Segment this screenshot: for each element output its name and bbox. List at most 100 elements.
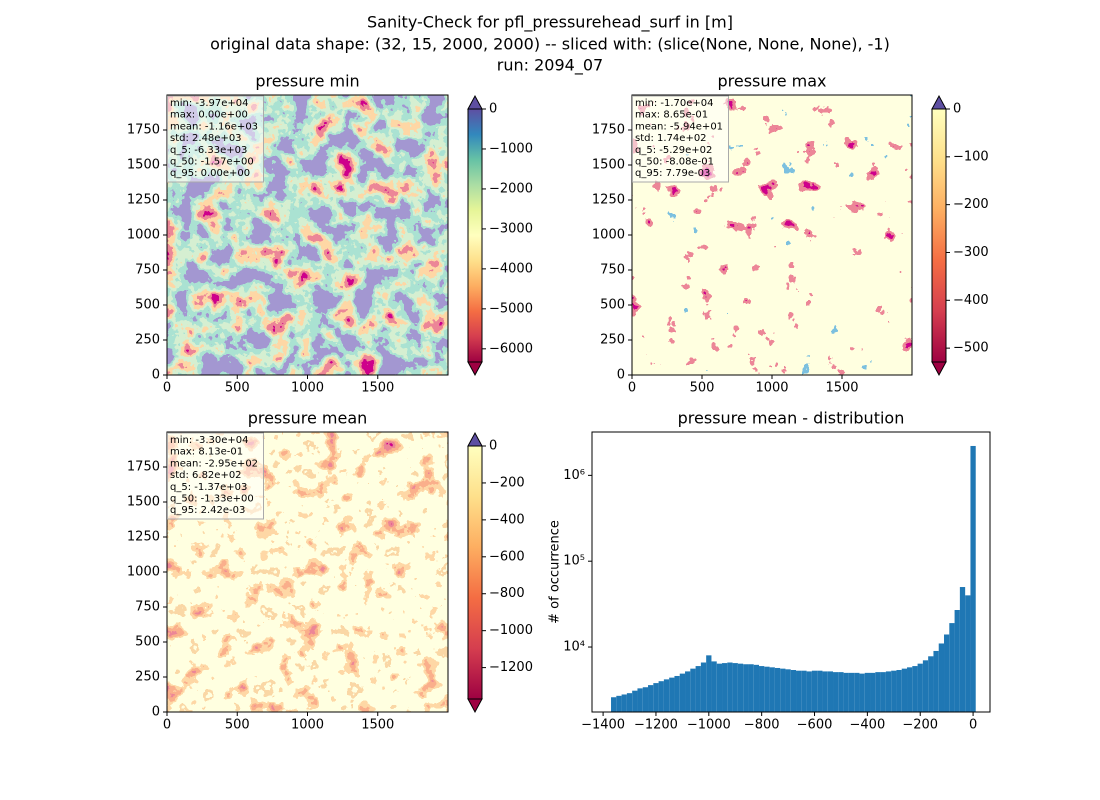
stats-box <box>632 95 729 183</box>
bar <box>970 445 976 712</box>
colorbar-tick-label: −200 <box>489 475 525 490</box>
y-tick-label: 10⁶ <box>563 468 585 483</box>
stats-box <box>167 432 264 520</box>
bar <box>959 587 966 712</box>
subplot-title: pressure min <box>255 72 359 91</box>
bar <box>922 660 929 712</box>
bar <box>706 655 712 712</box>
colorbar <box>932 109 946 362</box>
colorbar-tick-label: 0 <box>489 102 497 117</box>
y-tick-label: 1500 <box>127 495 160 510</box>
bar <box>637 688 643 712</box>
x-tick-label: 1000 <box>755 381 788 396</box>
colorbar-tick-label: 0 <box>489 439 497 454</box>
bar <box>727 662 733 712</box>
bar <box>817 670 823 712</box>
stats-line: std: 6.82e+02 <box>170 470 242 481</box>
colorbar-extend <box>467 94 483 110</box>
x-tick-label: −200 <box>902 718 938 733</box>
bar <box>785 669 791 712</box>
bar <box>933 650 939 712</box>
bar <box>764 666 770 712</box>
stats-line: q_50: -8.08e-01 <box>635 157 714 168</box>
bar <box>716 663 723 712</box>
bar <box>737 663 744 712</box>
bar <box>722 663 728 712</box>
colorbar <box>468 109 482 362</box>
bar <box>912 666 918 712</box>
y-tick-label: 10⁴ <box>563 640 585 655</box>
y-tick-label: 10⁵ <box>563 554 585 569</box>
colorbar-tick-label: −500 <box>953 341 989 356</box>
bar <box>896 669 902 712</box>
x-tick-label: −1000 <box>687 718 731 733</box>
bar <box>690 668 696 712</box>
bar <box>938 643 945 712</box>
stats-line: min: -3.97e+04 <box>170 98 249 109</box>
bar <box>648 685 654 712</box>
bar <box>748 664 754 712</box>
x-tick-label: 1500 <box>361 381 394 396</box>
bar <box>949 623 955 712</box>
stats-line: mean: -2.95e+02 <box>170 458 258 469</box>
bar <box>700 662 707 712</box>
colorbar-tick-label: −3000 <box>489 221 533 236</box>
y-axis-label: # of occurrence <box>548 520 563 624</box>
bar <box>848 672 855 712</box>
y-tick-label: 500 <box>135 298 160 313</box>
bar <box>833 672 839 712</box>
bar <box>753 664 760 712</box>
x-tick-label: −1400 <box>581 718 625 733</box>
bar <box>864 672 871 712</box>
bar <box>843 672 849 712</box>
colorbar-frame <box>931 108 947 363</box>
x-tick-label: 1000 <box>291 718 324 733</box>
y-tick-label: 1750 <box>592 123 625 138</box>
x-tick-label: 500 <box>225 718 250 733</box>
stats-line: max: 8.13e-01 <box>170 447 243 458</box>
colorbar-extend <box>931 94 947 110</box>
y-tick-label: 0 <box>152 705 160 720</box>
y-tick-label: 750 <box>135 263 160 278</box>
x-tick-label: 500 <box>690 381 715 396</box>
bar <box>611 697 617 712</box>
y-tick-label: 1250 <box>592 193 625 208</box>
stats-line: q_5: -1.37e+03 <box>170 482 247 493</box>
subplot-title: pressure mean - distribution <box>678 409 905 428</box>
stats-line: max: 0.00e+00 <box>170 110 248 121</box>
bar <box>838 672 844 712</box>
bar <box>790 669 797 712</box>
y-tick-label: 1000 <box>127 565 160 580</box>
colorbar-tick-label: 0 <box>953 102 961 117</box>
x-tick-label: 1000 <box>291 381 324 396</box>
x-tick-label: −800 <box>744 718 780 733</box>
stats-line: q_95: 0.00e+00 <box>170 168 250 179</box>
y-tick-label: 750 <box>135 600 160 615</box>
bar <box>674 675 680 712</box>
stats-line: min: -3.30e+04 <box>170 435 249 446</box>
y-tick-label: 0 <box>617 368 625 383</box>
stats-line: q_95: 7.79e-03 <box>635 168 710 179</box>
y-tick-label: 1500 <box>592 158 625 173</box>
bar <box>616 695 622 712</box>
bar <box>854 672 860 712</box>
y-tick-label: 1250 <box>127 530 160 545</box>
colorbar-extend <box>931 361 947 377</box>
bar <box>796 670 802 712</box>
bar <box>806 671 812 712</box>
colorbar-extend <box>467 698 483 714</box>
colorbar-tick-label: −300 <box>953 245 989 260</box>
y-tick-label: 500 <box>600 298 625 313</box>
bar <box>695 666 701 712</box>
stats-line: min: -1.70e+04 <box>635 98 714 109</box>
bar <box>907 667 913 712</box>
colorbar-tick-label: −400 <box>953 293 989 308</box>
y-tick-label: 750 <box>600 263 625 278</box>
colorbar-frame <box>467 445 483 700</box>
x-tick-label: 1500 <box>361 718 394 733</box>
bar <box>685 671 691 712</box>
bar <box>880 672 886 712</box>
x-tick-label: −1200 <box>634 718 678 733</box>
x-tick-label: −400 <box>850 718 886 733</box>
